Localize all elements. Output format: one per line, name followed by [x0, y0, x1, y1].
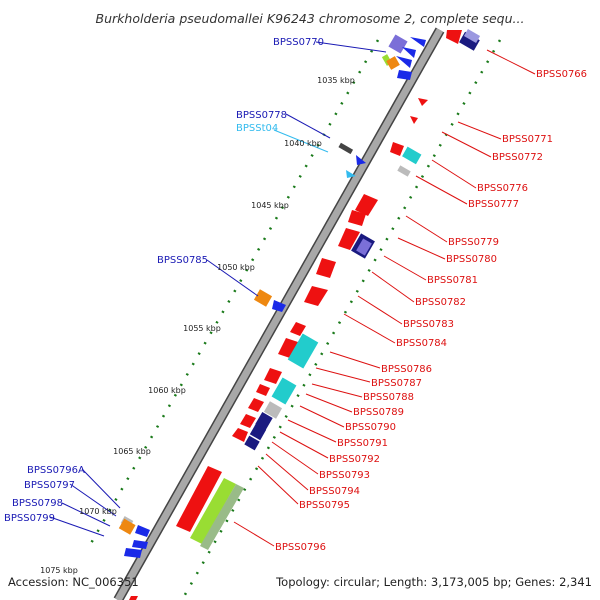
kbp-tick-label: 1050 kbp	[217, 263, 255, 272]
gene-label-right: BPSS0790	[345, 422, 396, 433]
gene-arrow-red[interactable]	[129, 596, 138, 600]
gene-block-orange[interactable]	[118, 518, 136, 535]
gene-label-right: BPSS0792	[329, 454, 380, 465]
kbp-tick-label: 1035 kbp	[317, 76, 355, 85]
gene-block-grey[interactable]	[338, 142, 354, 155]
gene-arrow-red[interactable]	[348, 210, 366, 226]
gene-block-green[interactable]	[190, 478, 236, 544]
gene-label-right: BPSS0782	[415, 297, 466, 308]
gene-label-right: BPSS0786	[381, 364, 432, 375]
gene-label-right: BPSS0796	[275, 542, 326, 553]
gene-block-violet[interactable]	[463, 29, 481, 43]
kbp-tick-label: 1060 kbp	[148, 386, 186, 395]
gene-block-grey[interactable]	[263, 401, 283, 419]
gene-block-orange[interactable]	[386, 56, 400, 70]
gene-block-grey[interactable]	[397, 165, 411, 177]
gene-label-right: BPSS0777	[468, 199, 519, 210]
gene-block-cyan[interactable]	[402, 146, 422, 165]
gene-arrow-red[interactable]	[410, 116, 418, 124]
gene-arrow-red[interactable]	[278, 338, 298, 358]
gene-arrow-red[interactable]	[304, 286, 328, 306]
kbp-tick-labels: 1035 kbp 1040 kbp 1045 kbp 1050 kbp 1055 kbp…	[40, 76, 355, 575]
gene-block-violet[interactable]	[356, 238, 372, 256]
gene-arrow-red[interactable]	[256, 384, 270, 396]
gene-label-right: BPSS0787	[371, 378, 422, 389]
gene-label-right: BPSS0783	[403, 319, 454, 330]
gene-arrow-red[interactable]	[240, 414, 256, 428]
gene-block-navy[interactable]	[255, 411, 273, 431]
left-gene-labels: BPSS0770 BPSS0778 BPSSt04 BPSS0785 BPSS0796A…	[4, 37, 324, 524]
gene-arrow-red[interactable]	[316, 258, 336, 278]
left-leaders	[49, 41, 387, 537]
gene-label-left: BPSS0798	[12, 498, 63, 509]
gene-arrow-red[interactable]	[232, 428, 248, 442]
gene-arrow-red[interactable]	[418, 98, 428, 106]
kbp-tick-label: 1055 kbp	[183, 324, 221, 333]
gene-label-right: BPSS0794	[309, 486, 360, 497]
gene-label-right: BPSS0766	[536, 69, 587, 80]
gene-arrow-red[interactable]	[338, 228, 360, 250]
gene-arrow-blue[interactable]	[396, 56, 412, 68]
right-leaders	[233, 49, 536, 547]
gene-arrow-blue[interactable]	[272, 300, 286, 312]
gene-block-orange[interactable]	[253, 289, 273, 307]
kbp-tick-label: 1070 kbp	[79, 507, 117, 516]
gene-arrow-blue[interactable]	[410, 37, 426, 47]
gene-arrow-red[interactable]	[446, 30, 462, 44]
gene-arrow-blue[interactable]	[132, 540, 148, 549]
gene-label-right: BPSS0780	[446, 254, 497, 265]
gene-label-right: BPSS0788	[363, 392, 414, 403]
gene-label-right: BPSS0781	[427, 275, 478, 286]
kbp-tick-label: 1045 kbp	[251, 201, 289, 210]
kbp-tick-label: 1075 kbp	[40, 566, 78, 575]
gene-block-green[interactable]	[200, 484, 244, 550]
gene-arrow-blue[interactable]	[397, 70, 412, 80]
gene-block-navy[interactable]	[249, 423, 267, 441]
gene-arrow-blue[interactable]	[135, 525, 150, 537]
gene-block-navy[interactable]	[244, 435, 260, 451]
gene-label-right: BPSS0791	[337, 438, 388, 449]
gene-arrow-red[interactable]	[290, 322, 306, 336]
gene-block-cyan[interactable]	[287, 333, 319, 369]
topology-text: Topology: circular; Length: 3,173,005 bp…	[275, 575, 592, 589]
gene-arrow-red[interactable]	[176, 466, 222, 532]
gene-arrow-blue[interactable]	[356, 155, 366, 165]
kbp-tick-label: 1040 kbp	[284, 139, 322, 148]
gene-label-right: BPSS0793	[319, 470, 370, 481]
gene-label-right: BPSS0795	[299, 500, 350, 511]
gene-arrow-red[interactable]	[264, 368, 282, 384]
accession-text: Accession: NC_006351	[8, 575, 139, 589]
gene-label-right: BPSS0771	[502, 134, 553, 145]
gene-block-navy[interactable]	[459, 31, 480, 51]
gene-label-right: BPSS0779	[448, 237, 499, 248]
gene-arrow-blue[interactable]	[402, 47, 416, 58]
gene-block-violet[interactable]	[388, 34, 408, 54]
backbone-line	[114, 28, 444, 600]
gene-label-left: BPSS0785	[157, 255, 208, 266]
gene-arrow-red[interactable]	[390, 142, 404, 156]
gene-label-left: BPSS0799	[4, 513, 55, 524]
kbp-tick-label: 1065 kbp	[113, 447, 151, 456]
gene-label-left: BPSS0770	[273, 37, 324, 48]
gene-arrow-red[interactable]	[248, 398, 264, 412]
gene-arrow-red[interactable]	[355, 194, 378, 216]
trna-arrow[interactable]	[346, 170, 356, 178]
tick-track-left	[88, 39, 380, 546]
trna-leader	[273, 129, 329, 153]
gene-label-right: BPSS0784	[396, 338, 447, 349]
right-gene-labels: BPSS0766 BPSS0771 BPSS0772 BPSS0776 BPSS0777…	[275, 69, 587, 553]
gene-label-left: BPSS0796A	[27, 465, 85, 476]
gene-label-right: BPSS0772	[492, 152, 543, 163]
map-title: Burkholderia pseudomallei K96243 chromos…	[96, 11, 525, 26]
gene-label-left: BPSS0778	[236, 110, 287, 121]
gene-label-left: BPSS0797	[24, 480, 75, 491]
gene-label-left: BPSSt04	[236, 123, 278, 134]
gene-label-right: BPSS0789	[353, 407, 404, 418]
gene-block-cyan[interactable]	[271, 377, 297, 405]
gene-arrow-blue[interactable]	[124, 548, 142, 558]
gene-label-right: BPSS0776	[477, 183, 528, 194]
